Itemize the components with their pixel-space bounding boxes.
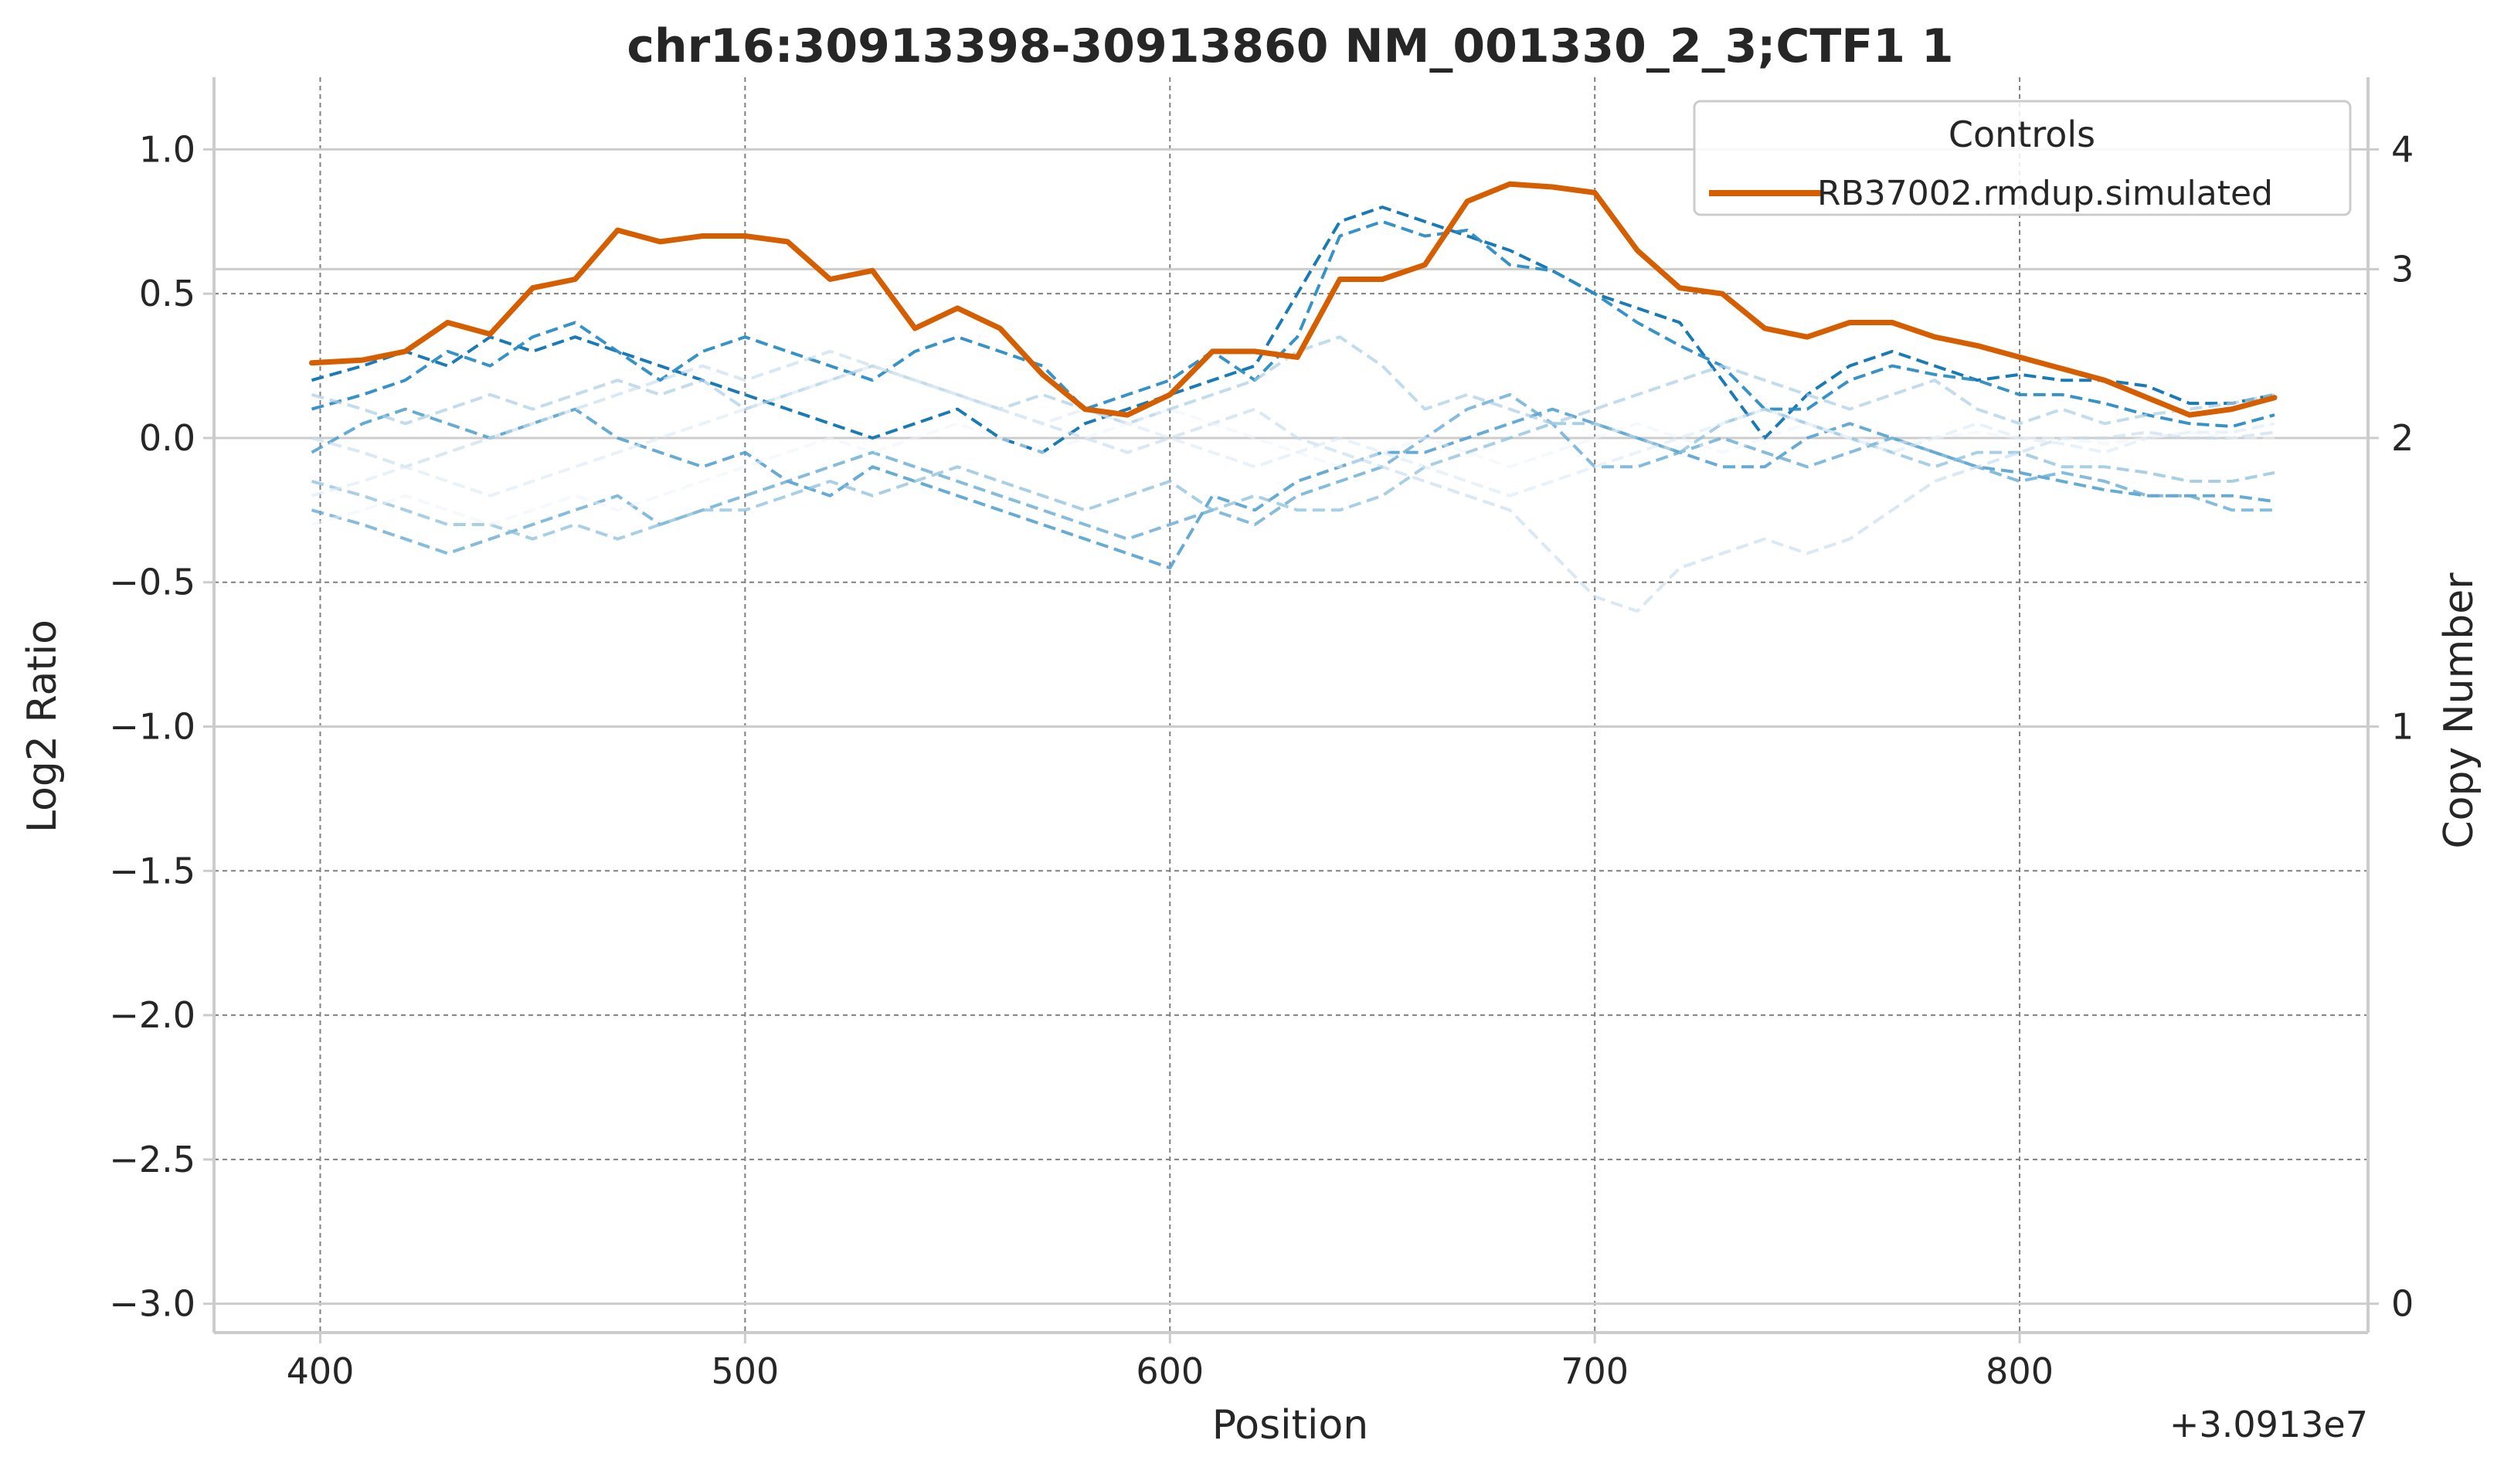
y2-tick-label: 4 [2391, 128, 2414, 170]
legend: Controls RB37002.rmdup.simulated [1693, 100, 2352, 216]
y2-tick-label: 2 [2391, 417, 2414, 459]
control-line [311, 407, 2275, 541]
y-tick-label: −2.0 [109, 994, 195, 1036]
y2-tick-label: 3 [2391, 248, 2414, 290]
x-tick-label: 500 [711, 1350, 779, 1392]
y2-tick-label: 1 [2391, 706, 2414, 748]
control-line [311, 407, 2275, 526]
x-tick-label: 600 [1136, 1350, 1204, 1392]
axes-layer [203, 77, 2379, 1343]
control-line [311, 349, 2275, 613]
sample-line [309, 181, 2278, 418]
y-tick-label: 1.0 [139, 128, 195, 170]
y-tick-label: −1.0 [109, 706, 195, 748]
x-tick-label: 800 [1986, 1350, 2054, 1392]
y-tick-label: −1.5 [109, 850, 195, 891]
x-offset-label: +3.0913e7 [2169, 1404, 2368, 1445]
y-tick-label: −0.5 [109, 562, 195, 603]
y-tick-label: −3.0 [109, 1283, 195, 1325]
x-tick-label: 400 [287, 1350, 355, 1392]
y-tick-label: 0.0 [139, 417, 195, 459]
y2-axis-label: Copy Number [2436, 572, 2482, 849]
legend-box [1693, 100, 2352, 216]
chart-title: chr16:30913398-30913860 NM_001330_2_3;CT… [627, 19, 1953, 73]
control-series-layer [311, 205, 2275, 613]
control-line [311, 219, 2275, 428]
legend-title: Controls [1948, 114, 2095, 155]
grid-layer [214, 77, 2368, 1333]
control-line [311, 335, 2275, 426]
y-tick-label: 0.5 [139, 273, 195, 314]
x-tick-label: 700 [1561, 1350, 1629, 1392]
y-tick-label: −2.5 [109, 1139, 195, 1180]
control-line [311, 407, 2275, 570]
control-line [311, 205, 2275, 454]
y2-tick-label: 0 [2391, 1283, 2414, 1325]
x-axis-label: Position [1212, 1402, 1368, 1448]
control-line [311, 392, 2275, 555]
sample-series-layer [309, 181, 2278, 418]
tick-labels-layer: 1.0 0.5 0.0 −0.5 −1.0 −1.5 −2.0 −2.5 −3.0 400 500 6… [109, 128, 2414, 1392]
y-axis-label: Log2 Ratio [19, 620, 66, 833]
legend-entry: RB37002.rmdup.simulated [1817, 174, 2273, 213]
